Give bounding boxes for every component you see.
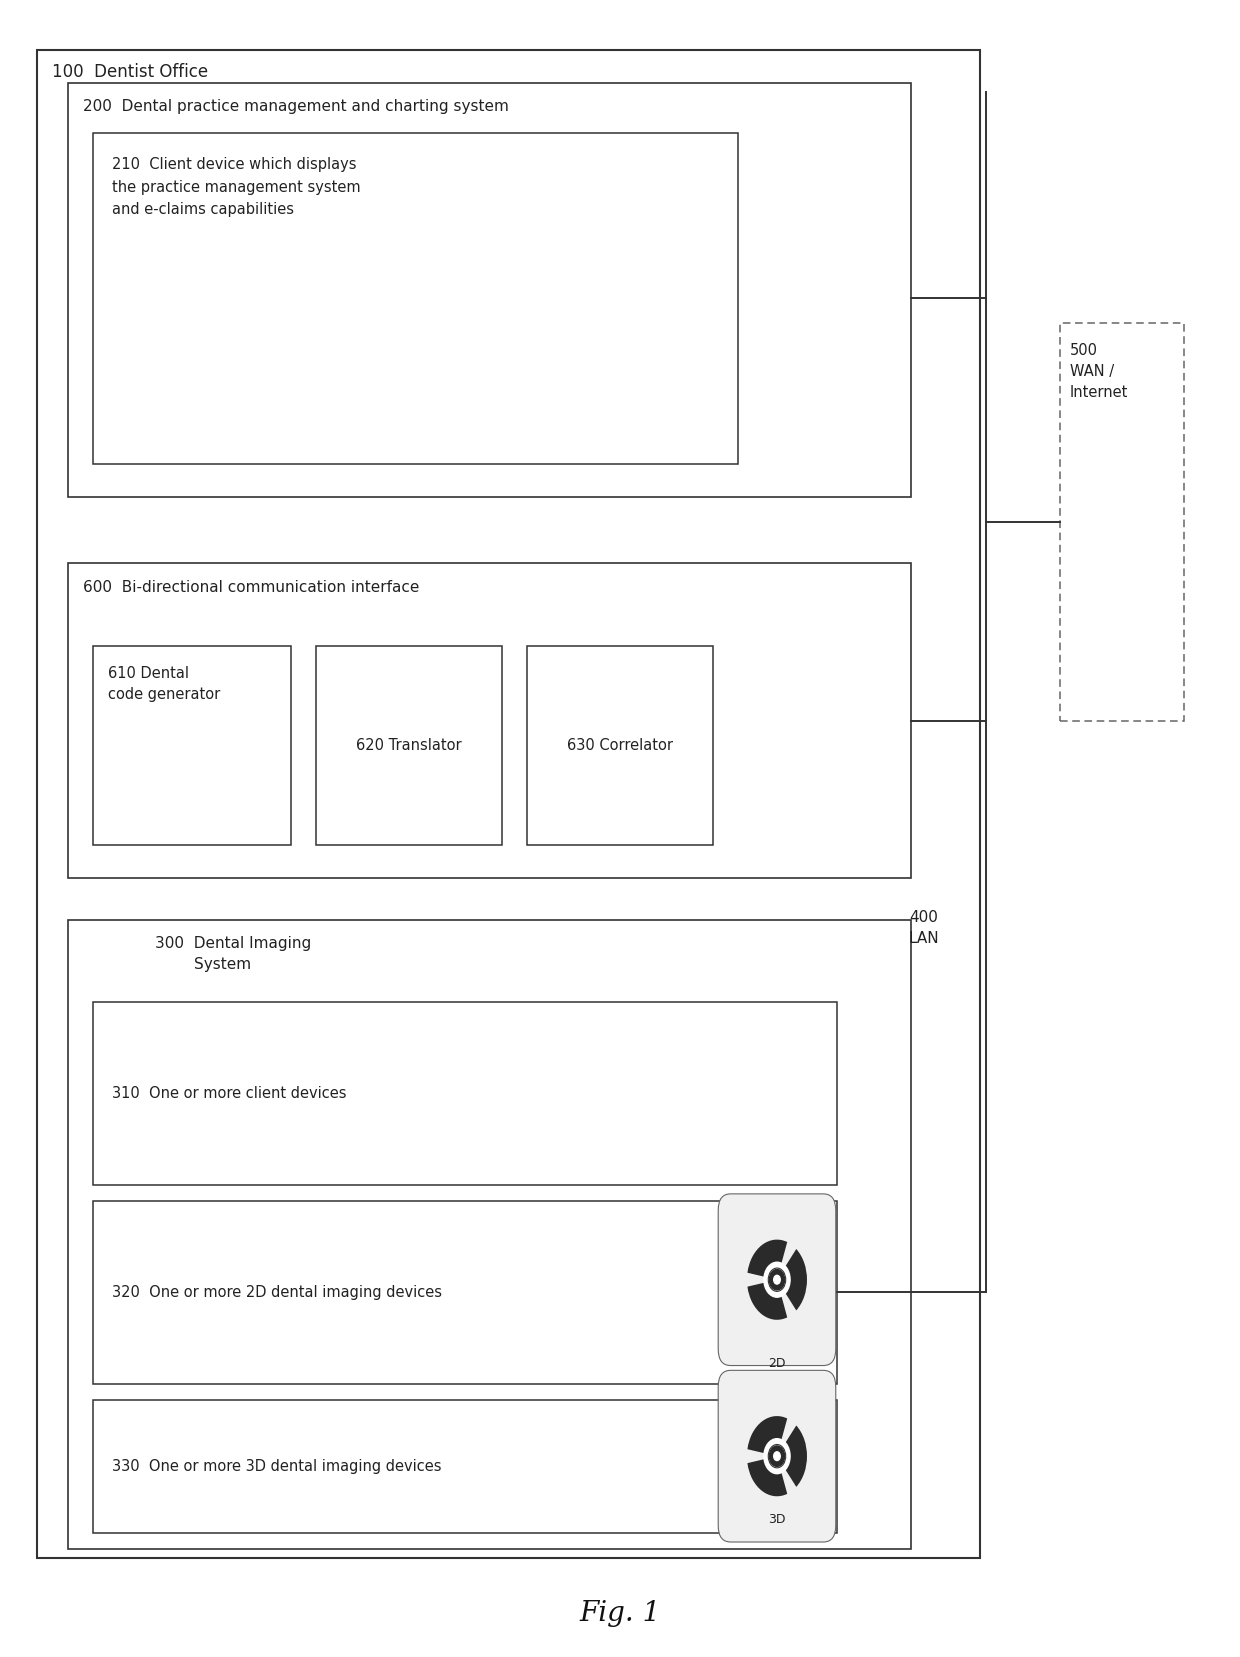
Text: 500
WAN /
Internet: 500 WAN / Internet bbox=[1070, 343, 1128, 399]
Circle shape bbox=[769, 1447, 785, 1466]
Text: 3D: 3D bbox=[769, 1513, 786, 1526]
Text: 610 Dental
code generator: 610 Dental code generator bbox=[108, 666, 221, 703]
Circle shape bbox=[769, 1268, 786, 1291]
Text: 210  Client device which displays
the practice management system
and e-claims ca: 210 Client device which displays the pra… bbox=[112, 157, 361, 217]
Text: 320  One or more 2D dental imaging devices: 320 One or more 2D dental imaging device… bbox=[112, 1284, 441, 1301]
Circle shape bbox=[764, 1263, 790, 1297]
Wedge shape bbox=[785, 1249, 807, 1311]
Text: Fig. 1: Fig. 1 bbox=[579, 1601, 661, 1627]
Text: 400
LAN: 400 LAN bbox=[909, 910, 939, 946]
Text: 200  Dental practice management and charting system: 200 Dental practice management and chart… bbox=[83, 99, 508, 114]
Text: 600  Bi-directional communication interface: 600 Bi-directional communication interfa… bbox=[83, 580, 419, 595]
Circle shape bbox=[769, 1269, 785, 1289]
Text: 310  One or more client devices: 310 One or more client devices bbox=[112, 1085, 346, 1102]
Text: 630 Correlator: 630 Correlator bbox=[567, 737, 673, 754]
FancyBboxPatch shape bbox=[718, 1370, 836, 1543]
Wedge shape bbox=[748, 1283, 787, 1319]
Text: 620 Translator: 620 Translator bbox=[356, 737, 463, 754]
Circle shape bbox=[764, 1438, 790, 1473]
Wedge shape bbox=[748, 1417, 787, 1453]
Text: 300  Dental Imaging
        System: 300 Dental Imaging System bbox=[155, 936, 311, 973]
Wedge shape bbox=[785, 1425, 807, 1486]
Circle shape bbox=[769, 1445, 786, 1468]
Wedge shape bbox=[748, 1239, 787, 1278]
Circle shape bbox=[774, 1276, 780, 1284]
Text: 2D: 2D bbox=[769, 1357, 786, 1370]
Text: 330  One or more 3D dental imaging devices: 330 One or more 3D dental imaging device… bbox=[112, 1458, 441, 1475]
Circle shape bbox=[774, 1452, 780, 1460]
FancyBboxPatch shape bbox=[718, 1193, 836, 1365]
Text: 100  Dentist Office: 100 Dentist Office bbox=[52, 63, 208, 81]
Wedge shape bbox=[748, 1460, 787, 1496]
